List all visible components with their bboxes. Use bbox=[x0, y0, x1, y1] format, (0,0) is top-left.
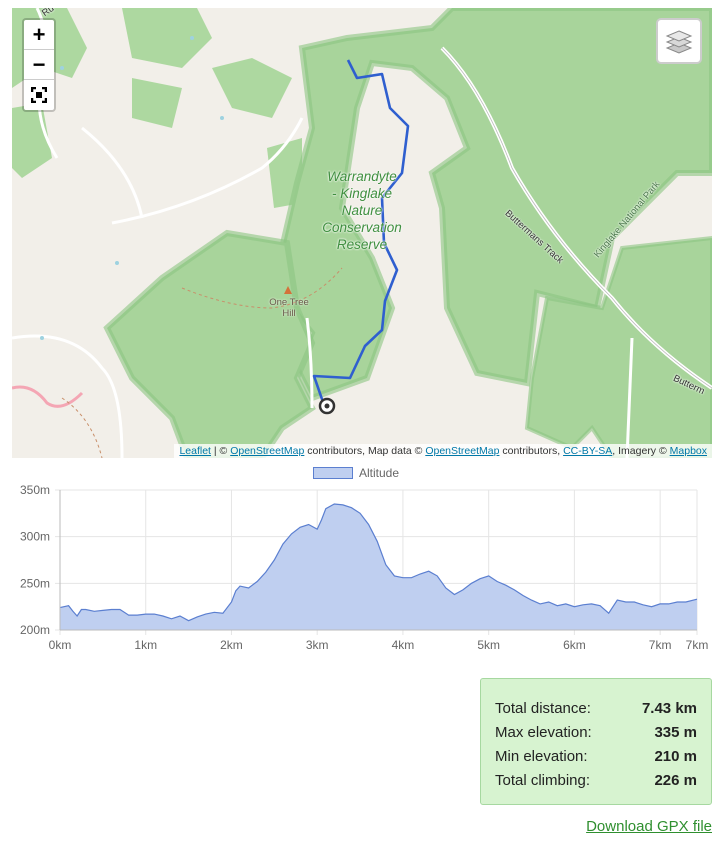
chart-legend[interactable]: Altitude bbox=[313, 466, 399, 480]
legend-swatch bbox=[313, 467, 353, 479]
y-tick-label: 350m bbox=[20, 483, 50, 497]
map-attribution: Leaflet | © OpenStreetMap contributors, … bbox=[174, 444, 712, 458]
altitude-line bbox=[59, 503, 698, 622]
zoom-control: + − bbox=[22, 18, 56, 112]
osm-link[interactable]: OpenStreetMap bbox=[230, 445, 305, 457]
license-link[interactable]: CC-BY-SA bbox=[563, 445, 613, 457]
mapbox-link[interactable]: Mapbox bbox=[669, 445, 707, 457]
map-view[interactable]: Warrandyte - Kinglake Nature Conservatio… bbox=[12, 8, 712, 458]
stat-min-elevation: Min elevation: 210 m bbox=[495, 748, 697, 765]
elevation-chart[interactable]: 200m 250m 300m 350m 0km 1km 2km 3km 4km 5km 6km 7km… bbox=[0, 460, 722, 660]
stat-total-climbing: Total climbing: 226 m bbox=[495, 772, 697, 789]
zoom-in-button[interactable]: + bbox=[24, 20, 54, 50]
x-tick-label: 0km bbox=[49, 638, 72, 652]
x-tick-label: 7km bbox=[649, 638, 672, 652]
x-tick-label: 6km bbox=[563, 638, 586, 652]
x-tick-label: 2km bbox=[220, 638, 243, 652]
map-tiles bbox=[12, 8, 712, 458]
stat-distance: Total distance: 7.43 km bbox=[495, 700, 697, 717]
altitude-area bbox=[60, 504, 697, 630]
layers-icon bbox=[665, 30, 693, 54]
zoom-out-button[interactable]: − bbox=[24, 50, 54, 80]
x-tick-label: 7km bbox=[686, 638, 709, 652]
hill-peak-icon bbox=[284, 286, 292, 294]
x-tick-label: 3km bbox=[306, 638, 329, 652]
layers-button[interactable] bbox=[656, 18, 702, 64]
y-tick-label: 250m bbox=[20, 576, 50, 590]
stats-panel: Total distance: 7.43 km Max elevation: 3… bbox=[480, 678, 712, 805]
hill-label: One Tree Hill bbox=[269, 297, 309, 319]
osm-data-link[interactable]: OpenStreetMap bbox=[425, 445, 500, 457]
x-tick-label: 1km bbox=[134, 638, 157, 652]
stat-max-elevation: Max elevation: 335 m bbox=[495, 724, 697, 741]
download-gpx-link[interactable]: Download GPX file bbox=[586, 818, 712, 835]
y-tick-label: 300m bbox=[20, 530, 50, 544]
fullscreen-icon bbox=[31, 87, 47, 103]
legend-label: Altitude bbox=[359, 466, 400, 480]
x-tick-label: 5km bbox=[477, 638, 500, 652]
x-tick-label: 4km bbox=[392, 638, 415, 652]
leaflet-link[interactable]: Leaflet bbox=[179, 445, 211, 457]
fullscreen-button[interactable] bbox=[24, 80, 54, 110]
y-tick-label: 200m bbox=[20, 623, 50, 637]
reserve-label: Warrandyte - Kinglake Nature Conservatio… bbox=[322, 169, 402, 252]
